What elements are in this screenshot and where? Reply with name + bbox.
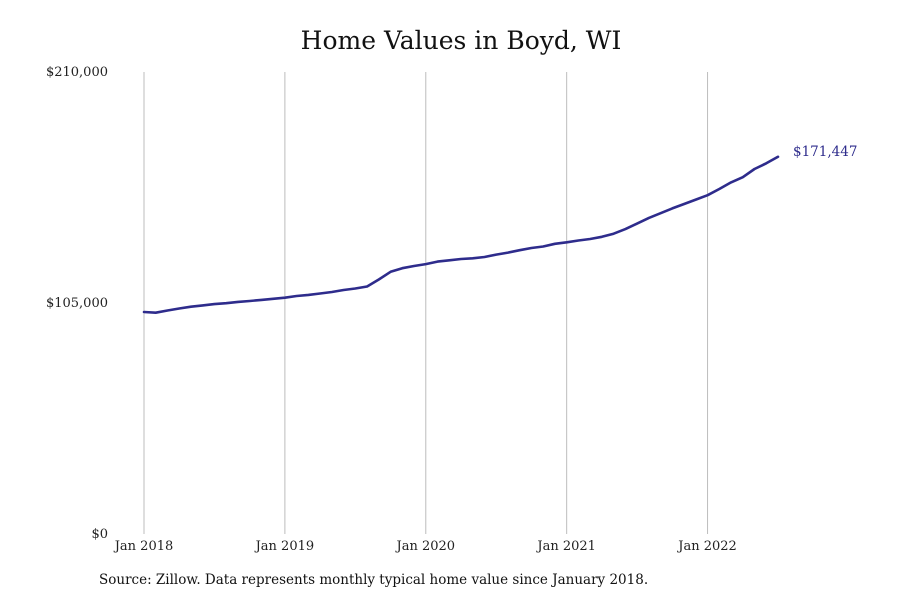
- end-value-label-group: $171,447: [793, 144, 857, 160]
- y-tick-label: $105,000: [46, 296, 108, 311]
- series-line: [142, 155, 780, 315]
- x-tick-label: Jan 2020: [394, 539, 455, 554]
- chart-title: Home Values in Boyd, WI: [300, 26, 622, 55]
- gridlines: [143, 72, 709, 534]
- x-tick-label: Jan 2018: [113, 539, 174, 554]
- x-tick-label: Jan 2022: [676, 539, 737, 554]
- end-value-label: $171,447: [793, 144, 857, 160]
- y-axis-tick-labels: $0 $105,000 $210,000: [46, 65, 108, 542]
- source-note: Source: Zillow. Data represents monthly …: [99, 572, 649, 588]
- x-tick-label: Jan 2021: [535, 539, 596, 554]
- y-tick-label: $210,000: [46, 65, 108, 80]
- series-line-group: [142, 155, 780, 315]
- x-tick-label: Jan 2019: [254, 539, 315, 554]
- y-tick-label: $0: [91, 527, 108, 542]
- x-axis-tick-labels: Jan 2018 Jan 2019 Jan 2020 Jan 2021 Jan 2022: [113, 539, 737, 554]
